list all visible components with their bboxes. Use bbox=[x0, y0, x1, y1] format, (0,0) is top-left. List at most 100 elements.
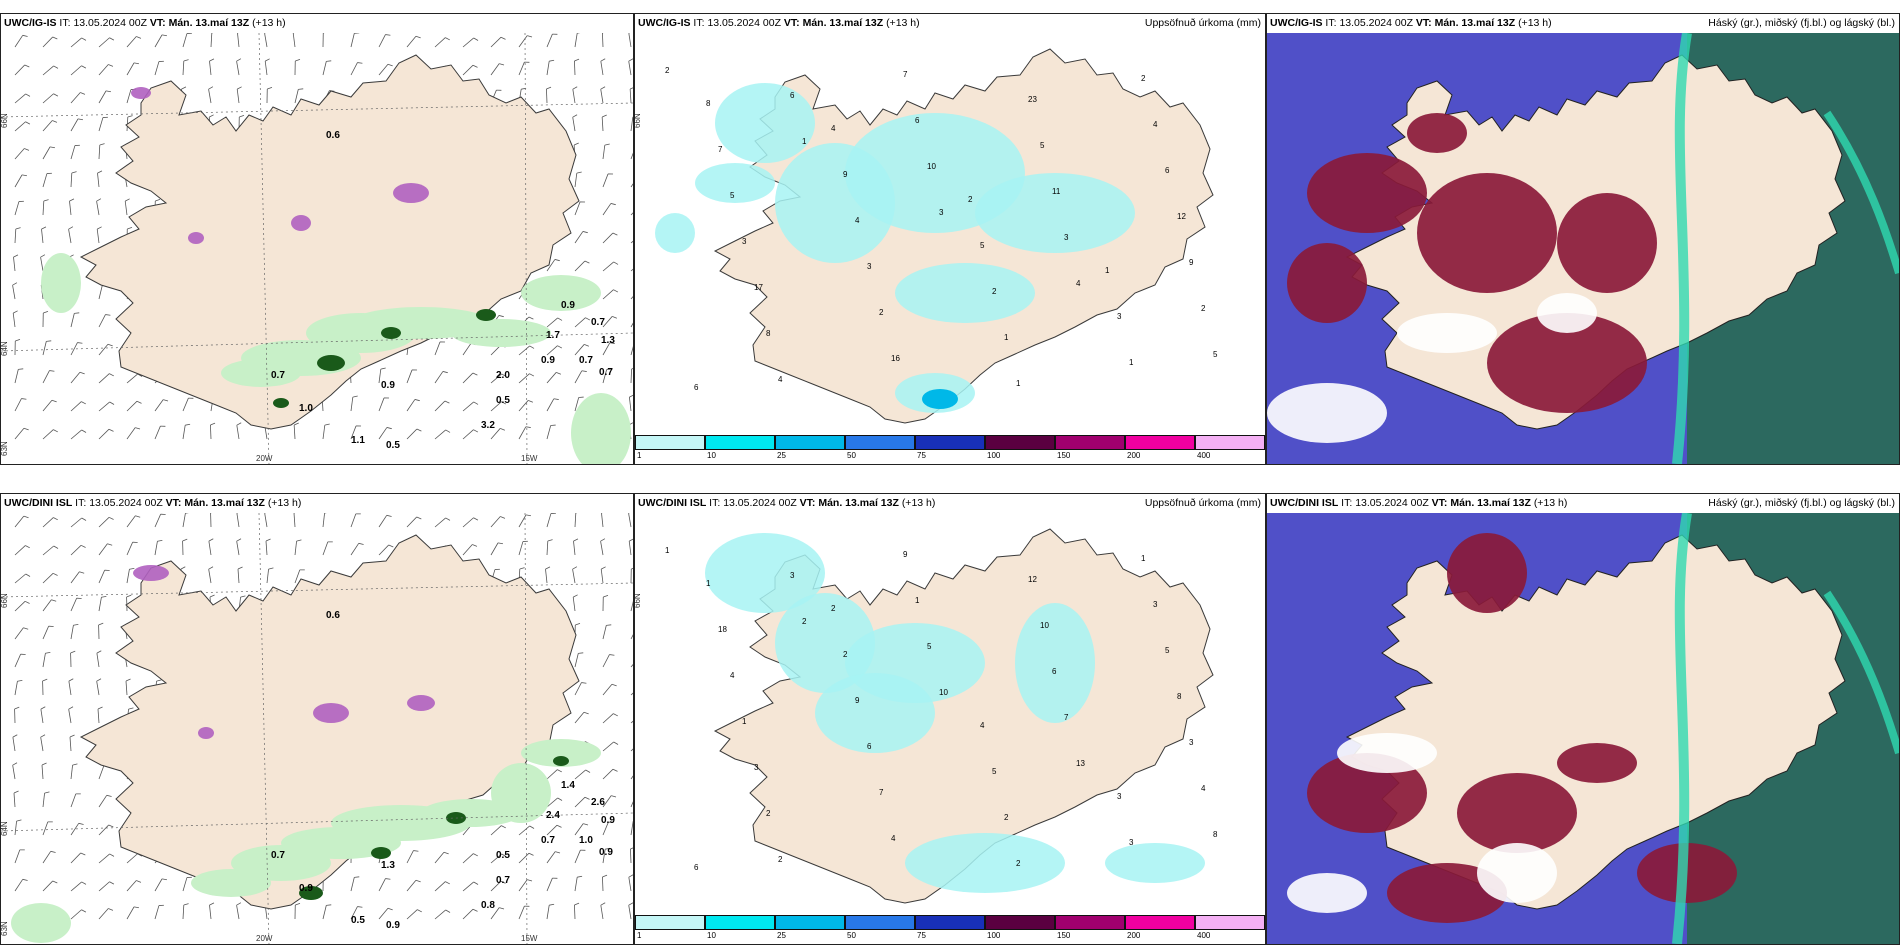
mid-cloud-area bbox=[1307, 153, 1427, 233]
wind-barb bbox=[42, 545, 59, 556]
wind-barb bbox=[12, 310, 18, 328]
wind-barb bbox=[574, 344, 589, 356]
wind-barb bbox=[574, 171, 582, 188]
legend-swatch bbox=[1055, 435, 1125, 450]
precip-value-label: 1.4 bbox=[561, 780, 575, 791]
wind-barb bbox=[574, 711, 589, 724]
wind-barb bbox=[572, 594, 578, 612]
precip-value-label: 0.9 bbox=[299, 883, 313, 894]
mid-cloud-area bbox=[1487, 313, 1647, 413]
snow-area bbox=[198, 727, 214, 739]
wind-barb bbox=[14, 34, 28, 48]
wind-barb bbox=[574, 513, 578, 528]
panel-header: UWC/IG-IS IT: 13.05.2024 00Z VT: Mán. 13… bbox=[635, 14, 1265, 33]
mid-cloud-area bbox=[1307, 753, 1427, 833]
precip-amount-label: 5 bbox=[1213, 350, 1218, 359]
precip-value-label: 0.6 bbox=[326, 130, 340, 141]
precip-amount-label: 3 bbox=[1153, 600, 1158, 609]
precip-value-label: 0.7 bbox=[496, 875, 510, 886]
precip-amount-label: 1 bbox=[1141, 554, 1146, 563]
vt-label: VT: bbox=[783, 17, 800, 29]
wind-barb bbox=[13, 790, 19, 808]
vt-label: VT: bbox=[1415, 17, 1432, 29]
wind-barb bbox=[518, 540, 528, 556]
wind-barb bbox=[406, 35, 421, 48]
precip-amount-label: 11 bbox=[1052, 187, 1061, 196]
wind-barb bbox=[182, 513, 189, 528]
mid-cloud-areas bbox=[1267, 33, 1899, 464]
wind-barb bbox=[462, 544, 478, 556]
precip-value-label: 0.8 bbox=[481, 900, 495, 911]
wind-barb bbox=[96, 678, 102, 696]
wind-barb bbox=[630, 821, 633, 836]
precip-value-label: 0.7 bbox=[599, 367, 613, 378]
precip-value-label: 1.3 bbox=[601, 335, 615, 346]
legend-tick-label: 50 bbox=[847, 931, 856, 940]
precip-area bbox=[695, 163, 775, 203]
wind-barb bbox=[98, 37, 115, 48]
legend-swatch bbox=[1195, 435, 1265, 450]
wind-barb bbox=[70, 342, 83, 356]
lead-time: (+13 h) bbox=[1518, 17, 1552, 29]
wind-barb bbox=[350, 425, 362, 440]
legend-tick-label: 10 bbox=[707, 931, 716, 940]
precip-value-label: 0.9 bbox=[381, 380, 395, 391]
precip-amount-label: 3 bbox=[1129, 838, 1134, 847]
wind-barb bbox=[14, 64, 30, 76]
light-precip-area bbox=[451, 319, 551, 347]
precip-amount-label: 6 bbox=[694, 383, 699, 392]
wind-barb bbox=[14, 706, 20, 724]
precip-amount-label: 3 bbox=[1117, 792, 1122, 801]
wind-barb bbox=[462, 517, 479, 528]
wind-barb bbox=[322, 33, 325, 48]
panel-title: Uppsöfnuð úrkoma (mm) bbox=[1144, 17, 1261, 29]
precip-amount-label: 4 bbox=[855, 216, 860, 225]
meridian-20w bbox=[258, 33, 270, 464]
wind-barb bbox=[13, 254, 19, 272]
wind-barb bbox=[98, 401, 115, 412]
wind-barb bbox=[546, 769, 562, 780]
wind-barb bbox=[573, 538, 579, 556]
wind-barb bbox=[322, 904, 332, 920]
light-precip-area bbox=[571, 393, 631, 464]
precip-amount-label: 4 bbox=[1153, 120, 1158, 129]
precip-amount-label: 18 bbox=[718, 625, 727, 634]
snow-area bbox=[188, 232, 204, 244]
wind-barb bbox=[154, 34, 168, 48]
it-value: 13.05.2024 00Z bbox=[89, 497, 163, 509]
precip-area bbox=[975, 173, 1135, 253]
wind-barb bbox=[602, 33, 604, 48]
wind-barb bbox=[602, 143, 610, 160]
light-precip-area bbox=[11, 903, 71, 943]
panel-bottom-right: UWC/DINI ISL IT: 13.05.2024 00Z VT: Mán.… bbox=[1266, 493, 1900, 945]
meridian-15w bbox=[524, 33, 528, 464]
wind-barb bbox=[42, 880, 58, 892]
vt-value: Mán. 13.maí 13Z bbox=[1434, 17, 1516, 29]
panel-header: UWC/IG-IS IT: 13.05.2024 00Z VT: Mán. 13… bbox=[1267, 14, 1899, 33]
precip-amount-labels: 2134561032461198751217162363214531274218… bbox=[665, 66, 1218, 392]
wind-barb bbox=[490, 907, 505, 920]
wind-barb bbox=[600, 566, 606, 584]
wind-barb bbox=[602, 368, 612, 384]
legend-tick-label: 200 bbox=[1127, 931, 1141, 940]
precip-amount-label: 16 bbox=[891, 354, 900, 363]
it-label: IT: bbox=[709, 497, 721, 509]
wind-barb bbox=[70, 763, 78, 780]
precip-amount-label: 9 bbox=[1189, 258, 1194, 267]
wind-barb bbox=[14, 427, 29, 440]
precip-amount-label: 1 bbox=[915, 596, 920, 605]
precip-area bbox=[815, 673, 935, 753]
wind-barb bbox=[98, 428, 114, 440]
wind-barb bbox=[406, 369, 418, 384]
wind-barb bbox=[69, 734, 75, 752]
precip-amount-label: 3 bbox=[939, 208, 944, 217]
precip-amount-label: 6 bbox=[915, 116, 920, 125]
precip-amount-label: 3 bbox=[1064, 233, 1069, 242]
wind-barb bbox=[628, 902, 633, 920]
wind-barb bbox=[14, 227, 21, 244]
vt-value: Mán. 13.maí 13Z bbox=[184, 497, 265, 509]
cloud-cover-map bbox=[1267, 33, 1899, 464]
wind-barb bbox=[98, 90, 112, 104]
wind-barb bbox=[182, 538, 188, 556]
legend-tick-label: 150 bbox=[1057, 931, 1071, 940]
